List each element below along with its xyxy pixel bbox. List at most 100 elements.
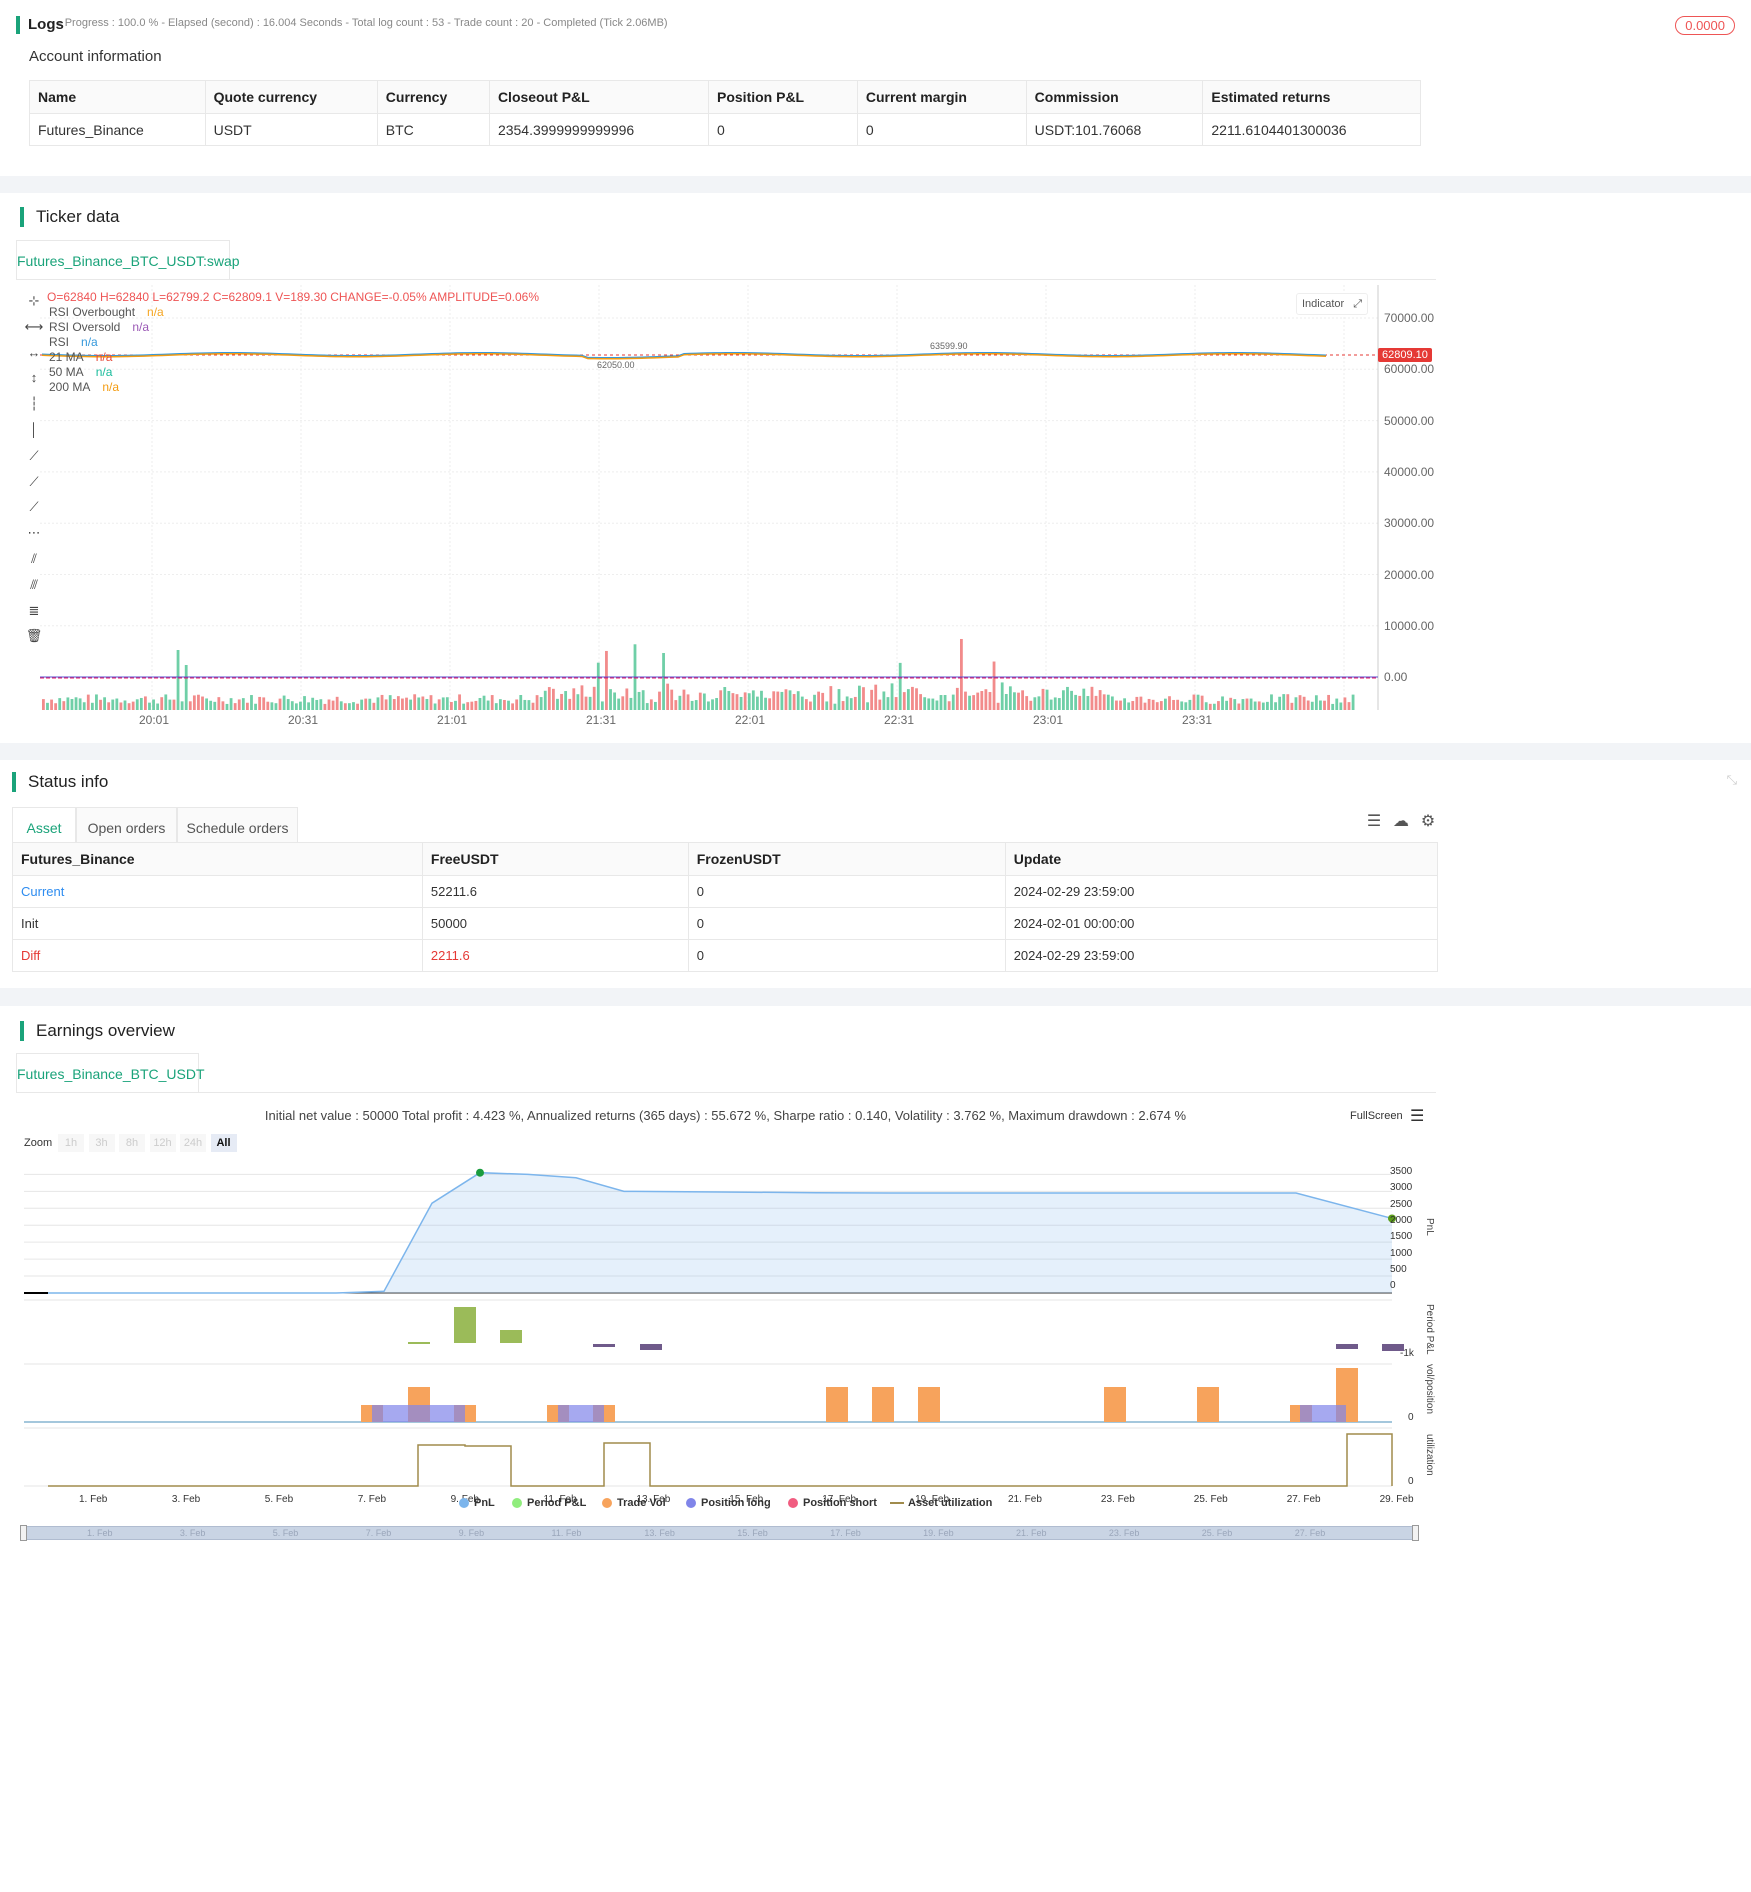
trash-icon[interactable]: 🗑 [25,628,43,644]
volume-bar [1217,701,1220,710]
vertical-ray-icon[interactable]: │ [29,422,39,437]
legend-item: 200 MA n/a [49,380,119,394]
trend-line-icon[interactable]: ⟋ [29,447,39,463]
ray-line-icon[interactable]: ⟋ [29,473,39,489]
account-cell: BTC [376,113,490,146]
volume-bar [527,700,531,710]
volume-bar [1143,702,1147,710]
parallel-channel-icon[interactable]: ⫽ [31,551,37,566]
volume-bar [425,698,429,710]
navigator-handle-left[interactable] [20,1525,27,1541]
volume-bar [262,697,266,710]
extended-line-icon[interactable]: ⟋ [29,499,39,515]
volume-bar [478,698,482,710]
volume-bar [825,701,829,710]
volume-bar [348,703,351,710]
tab-asset[interactable]: Asset [12,807,76,847]
volume-bar [172,699,176,710]
volume-bar [1302,696,1306,710]
legend-item-trade-vol[interactable]: Trade Vol [602,1497,666,1509]
horizontal-line-icon[interactable]: ⟷ [24,318,44,334]
collapse-icon[interactable]: ⤡ [1726,772,1737,787]
trade-vol-bar [918,1387,940,1422]
pnl-tick: 3000 [1390,1182,1413,1194]
pnl-max-point [476,1168,484,1177]
volume-bar [327,699,331,710]
zoom-button-8h[interactable]: 8h [119,1134,145,1152]
fullscreen-button[interactable]: FullScreen [1350,1110,1403,1122]
legend-item-position-short[interactable]: Position short [788,1497,877,1509]
volume-bar [437,699,441,710]
account-header-cell: Name [29,80,206,114]
legend-item-asset-utilization[interactable]: Asset utilization [890,1497,992,1509]
tab-earnings-symbol[interactable]: Futures_Binance_BTC_USDT [16,1053,205,1093]
zoom-button-1h[interactable]: 1h [58,1134,84,1152]
gear-icon[interactable]: ⚙ [1420,813,1436,830]
tab-ticker-symbol[interactable]: Futures_Binance_BTC_USDT:swap [16,240,240,280]
volume-bar [654,701,657,710]
status-cell: 2211.6 [421,939,689,972]
volume-bar [58,698,62,710]
expand-icon[interactable]: ⤢ [1353,298,1362,310]
vertical-line-icon[interactable]: ↕ [30,370,38,386]
volume-bar [804,699,808,710]
volume-bar [886,697,890,710]
legend-value: n/a [132,320,150,334]
volume-bar [915,688,918,710]
position-long-bar [558,1405,604,1422]
date-tick: 11. Feb [543,1494,577,1505]
zoom-button-All[interactable]: All [210,1134,237,1152]
ray-icon[interactable]: ↔ [27,344,41,360]
status-cell[interactable]: Current [12,875,423,908]
price-line-icon[interactable]: ⋯ [27,525,41,541]
legend-item-period-p-l[interactable]: Period P&L [512,1497,586,1509]
volume-bar [813,694,816,710]
volume-bar [494,703,498,710]
volume-bar [543,690,547,710]
crosshair-icon[interactable]: ⊹ [28,293,40,308]
volume-bar [539,697,543,710]
volume-bar [658,691,661,710]
volume-bar [743,692,747,710]
navigator-handle-right[interactable] [1412,1525,1419,1541]
date-tick: 13. Feb [636,1494,671,1505]
legend-name: 50 MA [49,365,84,379]
tab-schedule-orders[interactable]: Schedule orders [177,807,298,847]
volume-bar [625,688,629,710]
volume-bar [1204,702,1208,710]
volume-bar [523,699,527,710]
tab-open-orders[interactable]: Open orders [76,807,177,847]
volume-bar [560,693,563,710]
grid-icon[interactable]: ≣ [28,602,40,618]
indicator-button[interactable]: Indicator ⤢ [1296,293,1368,315]
segment-icon[interactable]: ┆ [30,396,38,412]
legend-item-pnl[interactable]: PnL [459,1497,495,1509]
volume-bar [556,698,559,710]
status-cell: 52211.6 [421,875,689,908]
volume-bar [1045,689,1049,710]
fib-icon[interactable]: ⫻ [30,576,38,592]
volume-bar [1017,692,1020,710]
volume-bar [278,698,282,710]
account-cell: 2211.6104401300036 [1202,113,1421,146]
volume-bar [1000,682,1004,710]
cloud-download-icon[interactable]: ☁ [1393,813,1409,830]
pnl-tick: 2000 [1390,1214,1413,1226]
volume-bar [490,695,494,710]
volume-bar [890,683,894,710]
volume-bar [241,698,245,710]
legend-item-position-long[interactable]: Position long [686,1497,771,1509]
axis-title: Period P&L [1424,1304,1435,1355]
volume-bar [421,696,425,710]
zoom-button-12h[interactable]: 12h [149,1134,176,1152]
legend-name: 200 MA [49,380,91,394]
menu-icon[interactable]: ☰ [1410,1108,1425,1125]
volume-bar [951,694,955,710]
volume-bar [1053,697,1057,710]
volume-bar [882,691,886,710]
volume-bar [164,694,168,710]
volume-bar [119,702,123,710]
list-icon[interactable]: ☰ [1366,813,1382,830]
zoom-button-24h[interactable]: 24h [180,1134,206,1152]
zoom-button-3h[interactable]: 3h [88,1134,115,1152]
